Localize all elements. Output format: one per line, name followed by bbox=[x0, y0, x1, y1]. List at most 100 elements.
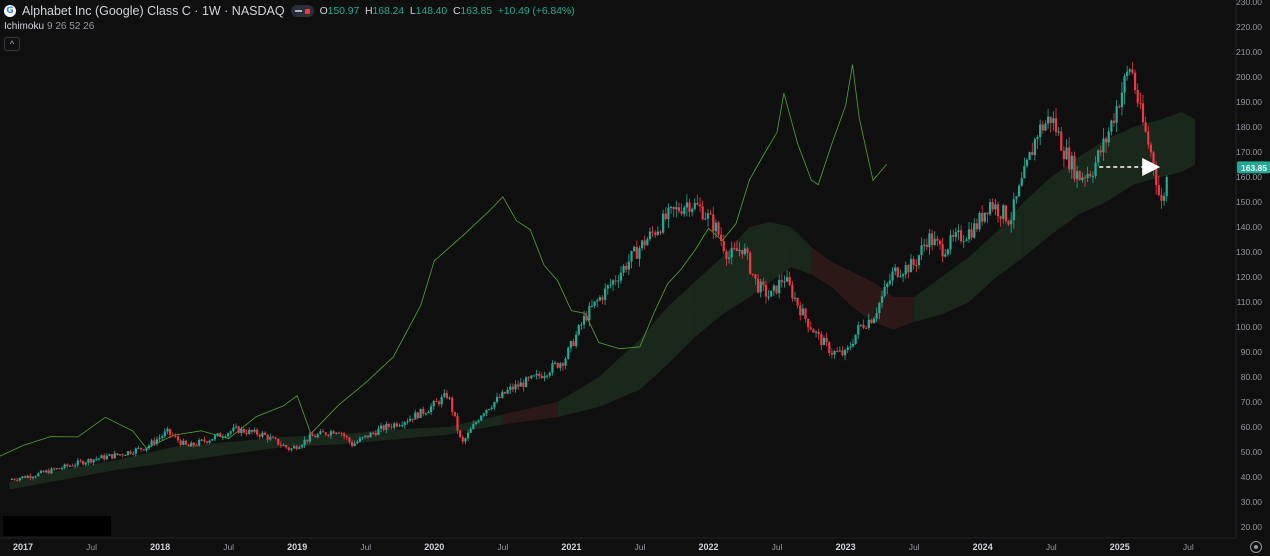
candle-body bbox=[867, 319, 870, 329]
candle-body bbox=[277, 438, 280, 445]
candle-body bbox=[303, 439, 306, 446]
chart-status-pill[interactable] bbox=[290, 5, 314, 17]
cloud-segment bbox=[173, 442, 229, 462]
candle-body bbox=[89, 459, 93, 463]
candle-body bbox=[1144, 122, 1147, 132]
candle-body bbox=[698, 204, 702, 207]
candle-body bbox=[643, 240, 646, 246]
symbol-title[interactable]: Alphabet Inc (Google) Class C · 1W · NAS… bbox=[22, 4, 285, 18]
candle-body bbox=[258, 434, 261, 437]
candle-body bbox=[1089, 173, 1092, 177]
low-label: L bbox=[409, 5, 416, 17]
candle-body bbox=[696, 202, 699, 205]
candle-body bbox=[582, 315, 586, 325]
candle-body bbox=[857, 325, 860, 335]
candle-body bbox=[883, 287, 886, 297]
candle-body bbox=[907, 265, 910, 273]
candle-body bbox=[211, 439, 214, 441]
candle-body bbox=[337, 432, 340, 434]
candle-body bbox=[688, 202, 691, 212]
candle-body bbox=[321, 431, 325, 433]
candle-body bbox=[880, 296, 884, 303]
candle-body bbox=[261, 432, 264, 437]
candle-body bbox=[369, 432, 372, 438]
candle-body bbox=[461, 436, 464, 442]
x-tick-label: 2017 bbox=[13, 542, 33, 552]
candle-body bbox=[493, 401, 496, 408]
candle-body bbox=[184, 440, 188, 445]
candle-body bbox=[538, 373, 541, 376]
candle-body bbox=[741, 249, 744, 255]
candle-body bbox=[833, 351, 836, 355]
close-value: 163.85 bbox=[460, 5, 492, 17]
candle-body bbox=[1133, 72, 1137, 91]
candle-body bbox=[155, 439, 159, 444]
candle-body bbox=[633, 246, 636, 252]
candle-body bbox=[725, 251, 728, 259]
candle-body bbox=[733, 248, 736, 250]
candle-body bbox=[161, 436, 164, 438]
candle-body bbox=[1007, 221, 1010, 225]
candle-body bbox=[575, 334, 578, 346]
candle-body bbox=[999, 216, 1002, 219]
candle-body bbox=[422, 408, 425, 414]
candle-body bbox=[21, 476, 24, 479]
projection-arrow bbox=[1099, 158, 1161, 176]
candle-body bbox=[1112, 120, 1116, 123]
y-tick-label: 230.00 bbox=[1236, 0, 1262, 7]
indicator-legend[interactable]: Ichimoku 9 26 52 26 bbox=[4, 21, 94, 32]
candle-body bbox=[480, 415, 483, 421]
candle-body bbox=[248, 429, 251, 434]
y-tick-label: 80.00 bbox=[1241, 372, 1263, 382]
candle-body bbox=[567, 347, 570, 359]
candle-body bbox=[778, 280, 781, 294]
chevron-up-icon[interactable]: ^ bbox=[4, 37, 20, 51]
candle-body bbox=[1002, 205, 1005, 219]
candle-body bbox=[1054, 118, 1058, 133]
candle-body bbox=[469, 428, 472, 433]
candle-body bbox=[419, 408, 422, 418]
candle-body bbox=[812, 329, 815, 333]
candle-body bbox=[224, 436, 227, 438]
open-label: O bbox=[319, 5, 328, 17]
time-axis[interactable]: 2017 Jul 2018 Jul 2019 Jul 2020 Jul 2021 Jul 2022 J… bbox=[0, 537, 1236, 552]
candle-body bbox=[659, 231, 662, 233]
candle-body bbox=[656, 231, 659, 235]
candle-body bbox=[488, 409, 491, 411]
candle-body bbox=[437, 401, 441, 405]
candle-body bbox=[45, 470, 48, 473]
candle-body bbox=[379, 425, 383, 429]
candle-body bbox=[95, 458, 98, 460]
candle-body bbox=[1049, 116, 1052, 123]
candle-body bbox=[654, 232, 657, 235]
price-axis[interactable]: 20.00 30.00 40.00 50.00 60.00 70.00 80.00 90.00… bbox=[1235, 0, 1270, 538]
candle-body bbox=[103, 455, 106, 460]
candle-body bbox=[366, 435, 369, 438]
x-tick-label: Jul bbox=[635, 542, 646, 552]
candle-body bbox=[477, 420, 480, 423]
settings-icon[interactable] bbox=[1250, 541, 1262, 553]
y-tick-label: 200.00 bbox=[1236, 72, 1262, 82]
candle-body bbox=[796, 297, 799, 306]
candle-body bbox=[767, 296, 770, 298]
candle-body bbox=[474, 422, 478, 425]
candle-body bbox=[915, 265, 918, 267]
cloud-segment bbox=[770, 222, 791, 282]
y-tick-label: 110.00 bbox=[1237, 297, 1263, 307]
candle-body bbox=[290, 448, 293, 450]
candle-body bbox=[1094, 162, 1097, 177]
candle-body bbox=[886, 283, 889, 288]
y-tick-label: 60.00 bbox=[1241, 422, 1263, 432]
candle-body bbox=[1123, 76, 1126, 93]
candle-body bbox=[232, 427, 235, 432]
candle-body bbox=[63, 464, 66, 469]
candle-body bbox=[174, 435, 177, 437]
candle-body bbox=[859, 324, 862, 326]
candle-body bbox=[936, 238, 939, 241]
candle-body bbox=[1017, 185, 1021, 197]
candle-body bbox=[1083, 177, 1087, 179]
candle-body bbox=[1162, 196, 1166, 201]
candle-body bbox=[213, 435, 217, 440]
cloud-segment bbox=[667, 282, 695, 365]
